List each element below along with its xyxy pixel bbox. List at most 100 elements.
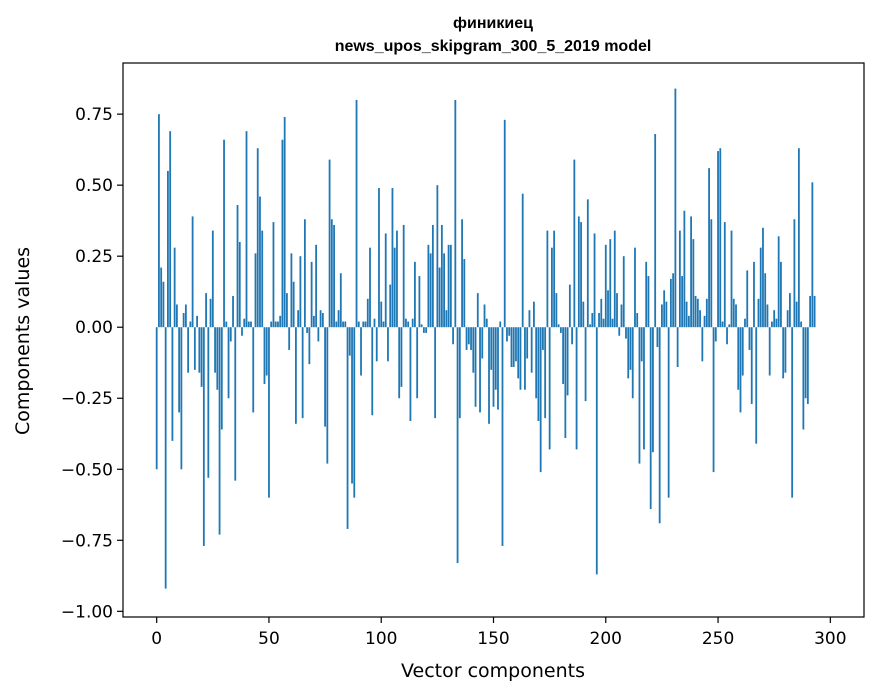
bar-101 [382,321,385,328]
bar-292 [811,182,814,328]
bar-99 [378,188,380,328]
bar-13 [184,304,187,328]
bar-68 [308,327,311,365]
bar-255 [728,324,731,328]
bar-65 [301,327,304,419]
bar-59 [288,327,291,350]
bar-73 [319,310,322,328]
x-tick-label-0: 0 [151,629,162,649]
bar-172 [542,327,544,350]
bar-29 [220,327,223,430]
bar-43 [252,327,255,413]
bar-46 [259,196,261,328]
bar-264 [748,327,751,350]
bar-146 [483,304,486,328]
bar-161 [517,327,520,379]
bar-277 [777,236,780,328]
bar-55 [279,315,282,328]
bar-40 [245,131,248,328]
bar-189 [580,222,582,328]
bar-275 [773,310,776,328]
bar-272 [766,304,769,328]
bar-231 [674,88,677,328]
bar-225 [661,304,663,328]
bar-260 [739,327,742,413]
bar-244 [703,315,706,328]
bar-282 [789,293,791,328]
bar-78 [330,219,333,328]
bar-167 [530,327,533,373]
bar-41 [247,321,250,328]
bar-257 [732,298,735,328]
bar-261 [741,327,744,376]
bar-131 [449,244,452,328]
bar-9 [175,304,178,328]
bar-293 [813,295,816,328]
bar-80 [335,321,338,328]
bar-149 [490,327,493,370]
bar-226 [663,290,666,328]
bar-190 [582,301,585,328]
bar-246 [708,168,710,328]
bar-118 [420,324,423,328]
bar-5 [167,170,169,328]
bar-137 [463,259,466,328]
bar-237 [687,315,690,328]
bar-82 [339,273,342,328]
bar-0 [155,327,158,470]
bar-127 [440,224,443,328]
bar-240 [694,295,697,328]
bar-242 [699,310,701,328]
bar-119 [422,327,425,333]
bar-236 [685,301,688,328]
bar-96 [371,327,374,416]
bar-76 [326,327,329,464]
bar-222 [654,134,657,328]
bar-142 [474,327,477,407]
bar-251 [719,148,722,328]
y-axis-ticks: 0.75 0.50 0.25 0.00 −0.25 −0.50 −0.75 −1.00 [61,105,123,622]
bar-116 [416,327,419,399]
bar-2 [160,267,163,328]
bars-group [155,88,816,589]
bar-219 [647,276,650,328]
bar-171 [539,327,542,473]
bar-123 [431,224,434,328]
bar-4 [164,327,167,589]
bar-35 [234,327,237,481]
bar-110 [402,224,405,328]
bar-182 [564,327,567,439]
bar-48 [263,327,266,385]
bar-24 [209,298,212,328]
bar-245 [705,298,708,328]
bar-156 [506,327,508,342]
bar-173 [544,327,547,419]
bar-140 [470,327,472,350]
bar-184 [568,284,571,328]
bar-185 [571,327,573,345]
bar-143 [476,293,479,328]
bar-75 [324,327,326,427]
bar-174 [546,230,549,328]
bar-51 [270,321,273,328]
bar-258 [735,304,737,328]
bar-259 [737,327,740,390]
bar-134 [456,327,459,564]
bar-193 [589,324,591,328]
bar-168 [533,301,535,328]
bar-224 [658,327,661,524]
bar-191 [584,327,587,402]
bar-14 [187,327,190,373]
bar-135 [458,327,461,419]
bar-15 [189,321,192,328]
bar-139 [467,327,470,345]
bar-18 [196,315,198,328]
bar-112 [407,321,410,328]
bar-67 [306,327,309,333]
bar-86 [348,327,351,356]
bar-291 [809,295,812,328]
bar-115 [414,261,416,328]
bar-162 [519,327,522,390]
bar-121 [427,244,430,328]
bar-181 [562,327,565,385]
